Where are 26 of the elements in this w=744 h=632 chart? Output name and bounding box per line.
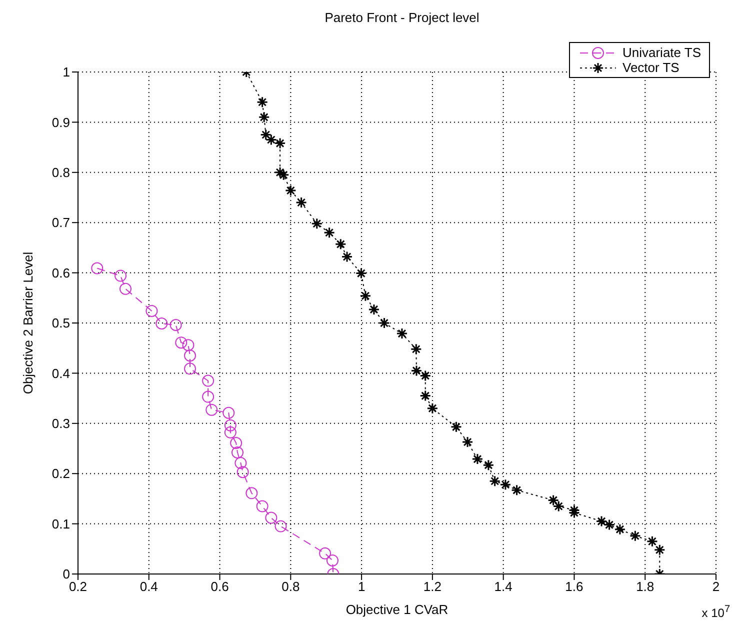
y-tick-label: 0.3	[52, 416, 70, 432]
y-tick-label: 0.8	[52, 165, 70, 180]
legend-label: Vector TS	[622, 60, 680, 75]
y-tick-label: 0.1	[52, 516, 70, 532]
y-axis-title: Objective 2 Barrier Level	[20, 252, 36, 394]
x-tick-label: 0.8	[282, 579, 300, 594]
text: x 10$^{7}$	[702, 604, 730, 620]
x-tick-label: 1.6	[565, 579, 584, 594]
y-tick-label: 0.5	[52, 316, 70, 331]
legend-label: Univariate TS	[622, 45, 701, 60]
y-tick-label: 1	[62, 64, 70, 80]
x-tick-label: 1.2	[423, 579, 442, 594]
y-tick-label: 0.6	[52, 265, 70, 280]
x-tick-label: 1	[358, 579, 366, 594]
x-axis-title: Objective 1 CVaR	[346, 602, 448, 617]
x-tick-label: 0.4	[140, 579, 158, 594]
x-tick-label: 1.4	[494, 579, 512, 594]
chart-title: Pareto Front - Project level	[324, 9, 480, 27]
y-tick-label: 0	[62, 566, 70, 582]
x-tick-label: 2	[712, 579, 720, 594]
x-tick-label: 0.6	[210, 579, 229, 594]
y-tick-label: 0.9	[52, 114, 70, 130]
y-tick-label: 0.4	[52, 366, 70, 381]
x-tick-label: 1.8	[636, 579, 654, 594]
y-tick-label: 0.2	[52, 466, 70, 482]
y-tick-label: 0.7	[52, 215, 70, 230]
